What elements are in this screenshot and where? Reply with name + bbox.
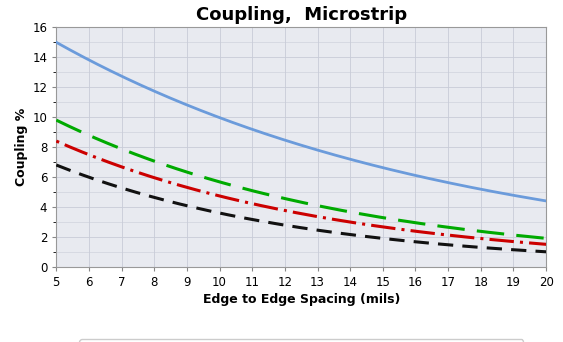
H = 3 mils: [288, 224, 295, 228]
H = 3 mils: [543, 250, 549, 254]
H = 10 mils: [345, 157, 351, 161]
H = 10 mils: [318, 149, 325, 153]
Line: H = 4 mils: H = 4 mils: [56, 141, 546, 244]
H = 3 mils: [531, 249, 538, 253]
H = 10 mils: [288, 140, 295, 144]
H = 4 mils: [53, 139, 60, 143]
H = 3 mils: [53, 163, 60, 167]
H = 4 mils: [288, 210, 295, 214]
H = 10 mils: [454, 183, 461, 187]
H = 5 mils: [543, 236, 549, 240]
H = 5 mils: [531, 235, 538, 239]
H = 10 mils: [53, 40, 60, 44]
H = 3 mils: [285, 224, 292, 228]
Legend: H = 10 mils, H = 5 mils, H = 4 mils, H = 3 mils: H = 10 mils, H = 5 mils, H = 4 mils, H =…: [79, 339, 523, 342]
Y-axis label: Coupling %: Coupling %: [15, 108, 28, 186]
H = 4 mils: [543, 242, 549, 246]
H = 5 mils: [285, 197, 292, 201]
H = 5 mils: [288, 198, 295, 202]
H = 4 mils: [345, 220, 351, 224]
Line: H = 3 mils: H = 3 mils: [56, 165, 546, 252]
X-axis label: Edge to Edge Spacing (mils): Edge to Edge Spacing (mils): [203, 293, 400, 306]
H = 3 mils: [318, 229, 325, 233]
H = 3 mils: [454, 244, 461, 248]
H = 5 mils: [345, 210, 351, 214]
Line: H = 10 mils: H = 10 mils: [56, 42, 546, 201]
H = 4 mils: [285, 209, 292, 213]
H = 5 mils: [454, 226, 461, 231]
H = 10 mils: [285, 139, 292, 143]
H = 5 mils: [53, 118, 60, 122]
H = 3 mils: [345, 232, 351, 236]
Line: H = 5 mils: H = 5 mils: [56, 120, 546, 238]
H = 10 mils: [543, 199, 549, 203]
H = 4 mils: [454, 234, 461, 238]
H = 4 mils: [531, 241, 538, 246]
H = 10 mils: [531, 197, 538, 201]
Title: Coupling,  Microstrip: Coupling, Microstrip: [196, 6, 406, 24]
H = 5 mils: [318, 205, 325, 209]
H = 4 mils: [318, 215, 325, 219]
